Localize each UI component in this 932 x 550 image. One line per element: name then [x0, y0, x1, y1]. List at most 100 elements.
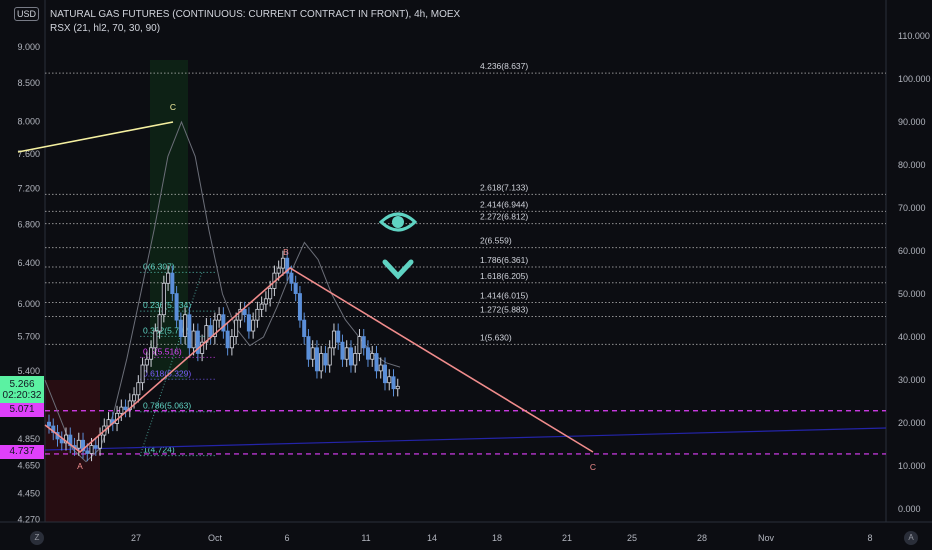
candle-body	[242, 308, 247, 316]
candle-body	[382, 364, 387, 384]
candle-body	[170, 272, 175, 294]
candle-body	[98, 434, 103, 449]
chevron-down-icon	[382, 259, 414, 280]
candle-body	[310, 347, 315, 360]
candle-body	[391, 376, 396, 390]
candle-body	[306, 336, 311, 360]
candle-body	[132, 394, 137, 402]
candle-body	[370, 353, 375, 360]
candle-body	[229, 336, 234, 349]
right-axis-tick: 10.000	[898, 461, 926, 471]
fib-extension-label: 2.618(7.133)	[480, 182, 528, 192]
fib-extension-label: 2.272(6.812)	[480, 212, 528, 222]
candle-body	[208, 325, 213, 337]
candle-body	[59, 438, 64, 444]
right-axis-tick: 40.000	[898, 332, 926, 342]
fib-extension-label: 1(5.630)	[480, 332, 512, 342]
level-badge-5071: 5.071	[0, 403, 44, 417]
fib-extension-label: 1.618(6.205)	[480, 271, 528, 281]
yellow-wave-line	[17, 121, 174, 153]
candle-body	[149, 347, 154, 360]
chart-legend: NATURAL GAS FUTURES (CONTINUOUS: CURRENT…	[50, 8, 460, 36]
eye-icon	[378, 212, 418, 232]
candle-body	[365, 347, 370, 360]
candle-body	[234, 319, 239, 337]
candle-body	[166, 272, 171, 284]
auto-scale-button[interactable]: A	[904, 531, 918, 545]
candle-body	[212, 319, 217, 337]
candle-body	[89, 445, 94, 454]
left-axis-tick: 9.000	[17, 42, 40, 52]
candle-body	[285, 257, 290, 274]
candle-body	[255, 308, 260, 321]
time-axis-tick: 28	[697, 533, 707, 543]
candle-body	[123, 406, 128, 410]
bar-countdown: 02:20:32	[2, 390, 42, 401]
fib-retracement-label: 1(4.724)	[143, 445, 175, 455]
candle-body	[119, 406, 124, 414]
right-axis-tick: 0.000	[898, 504, 921, 514]
candle-body	[323, 353, 328, 366]
time-axis-tick: 18	[492, 533, 502, 543]
candle-body	[217, 314, 222, 321]
indicator-label[interactable]: RSX (21, hl2, 70, 30, 90)	[50, 23, 161, 34]
candle-body	[157, 314, 162, 332]
right-axis-tick: 20.000	[898, 418, 926, 428]
last-price: 5.266	[9, 379, 35, 390]
candle-body	[293, 282, 298, 294]
candle-body	[47, 421, 52, 427]
fib-retracement-label: 0.5(5.516)	[143, 346, 182, 356]
left-axis-tick: 6.400	[17, 258, 40, 268]
candle-body	[238, 308, 243, 321]
candle-body	[93, 445, 98, 449]
symbol-title: NATURAL GAS FUTURES (CONTINUOUS: CURRENT…	[50, 9, 461, 20]
candle-body	[200, 341, 205, 354]
candle-body	[140, 364, 145, 384]
candle-body	[144, 358, 149, 366]
candle-body	[225, 330, 230, 349]
wave-label-c: C	[590, 462, 596, 472]
candle-body	[174, 293, 179, 321]
left-axis-tick: 4.270	[17, 515, 40, 525]
right-axis-tick: 70.000	[898, 203, 926, 213]
time-axis-tick: 21	[562, 533, 572, 543]
left-axis-tick: 4.850	[17, 434, 40, 444]
fib-retracement-label: 0.236(5.934)	[143, 300, 191, 310]
fib-retracement-label: 0(6.307)	[143, 261, 175, 271]
candle-body	[302, 319, 307, 337]
candle-body	[136, 382, 141, 396]
wave-label-c-yellow: C	[170, 102, 176, 112]
candle-body	[336, 330, 341, 343]
right-axis-tick: 60.000	[898, 246, 926, 256]
candle-body	[76, 439, 81, 449]
timezone-button[interactable]: Z	[30, 531, 44, 545]
fib-extension-label: 2.414(6.944)	[480, 199, 528, 209]
fib-retracement-label: 0.382(5.702)	[143, 325, 191, 335]
level-badge-4737: 4.737	[0, 445, 44, 459]
candle-body	[251, 319, 256, 332]
last-price-badge: 5.266 02:20:32	[0, 376, 44, 408]
candle-body	[259, 303, 264, 310]
candle-body	[127, 400, 132, 410]
right-axis-tick: 100.000	[898, 74, 931, 84]
candle-body	[280, 257, 285, 269]
time-axis-tick: 8	[867, 533, 872, 543]
left-axis-tick: 8.000	[17, 117, 40, 127]
candle-body	[357, 336, 362, 354]
time-axis-tick: 6	[284, 533, 289, 543]
time-axis-tick: 14	[427, 533, 437, 543]
left-axis-tick: 5.700	[17, 332, 40, 342]
fib-extension-label: 1.786(6.361)	[480, 255, 528, 265]
candle-body	[340, 341, 345, 360]
candle-body	[191, 330, 196, 349]
candle-body	[81, 439, 86, 452]
currency-label[interactable]: USD	[14, 7, 40, 21]
candle-body	[85, 450, 90, 454]
candle-body	[361, 336, 366, 349]
candle-body	[327, 347, 332, 366]
candle-body	[221, 314, 226, 332]
elliott-wave-line	[44, 267, 594, 454]
right-axis-tick: 110.000	[898, 31, 930, 41]
candle-body	[289, 272, 294, 284]
